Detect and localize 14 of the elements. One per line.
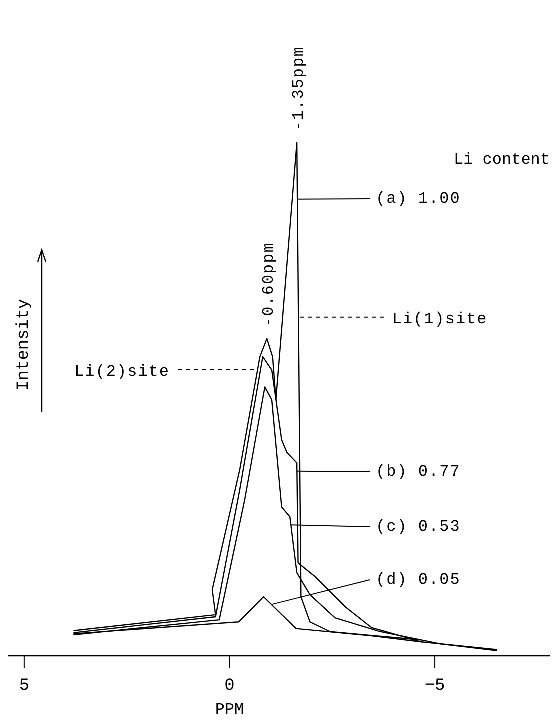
text: (d) 0.05: [376, 571, 461, 589]
x-axis-title: PPM: [215, 701, 244, 719]
x-tick-label: −5: [424, 677, 446, 696]
x-tick-label: 5: [19, 677, 30, 696]
legend-label: (c) 0.53: [376, 518, 461, 536]
annotation: Li(1)site: [392, 310, 488, 328]
legend-label: (a) 1.00: [376, 190, 461, 208]
y-axis-title: Intensity: [15, 299, 34, 391]
legend-title: Li content: [454, 151, 550, 169]
annotation: Li(2)site: [74, 363, 170, 381]
x-tick-label: 0: [224, 677, 235, 696]
annotation: -1.35ppm: [290, 46, 308, 131]
annotation: -0.60ppm: [260, 242, 278, 327]
legend-label: (b) 0.77: [376, 463, 461, 481]
